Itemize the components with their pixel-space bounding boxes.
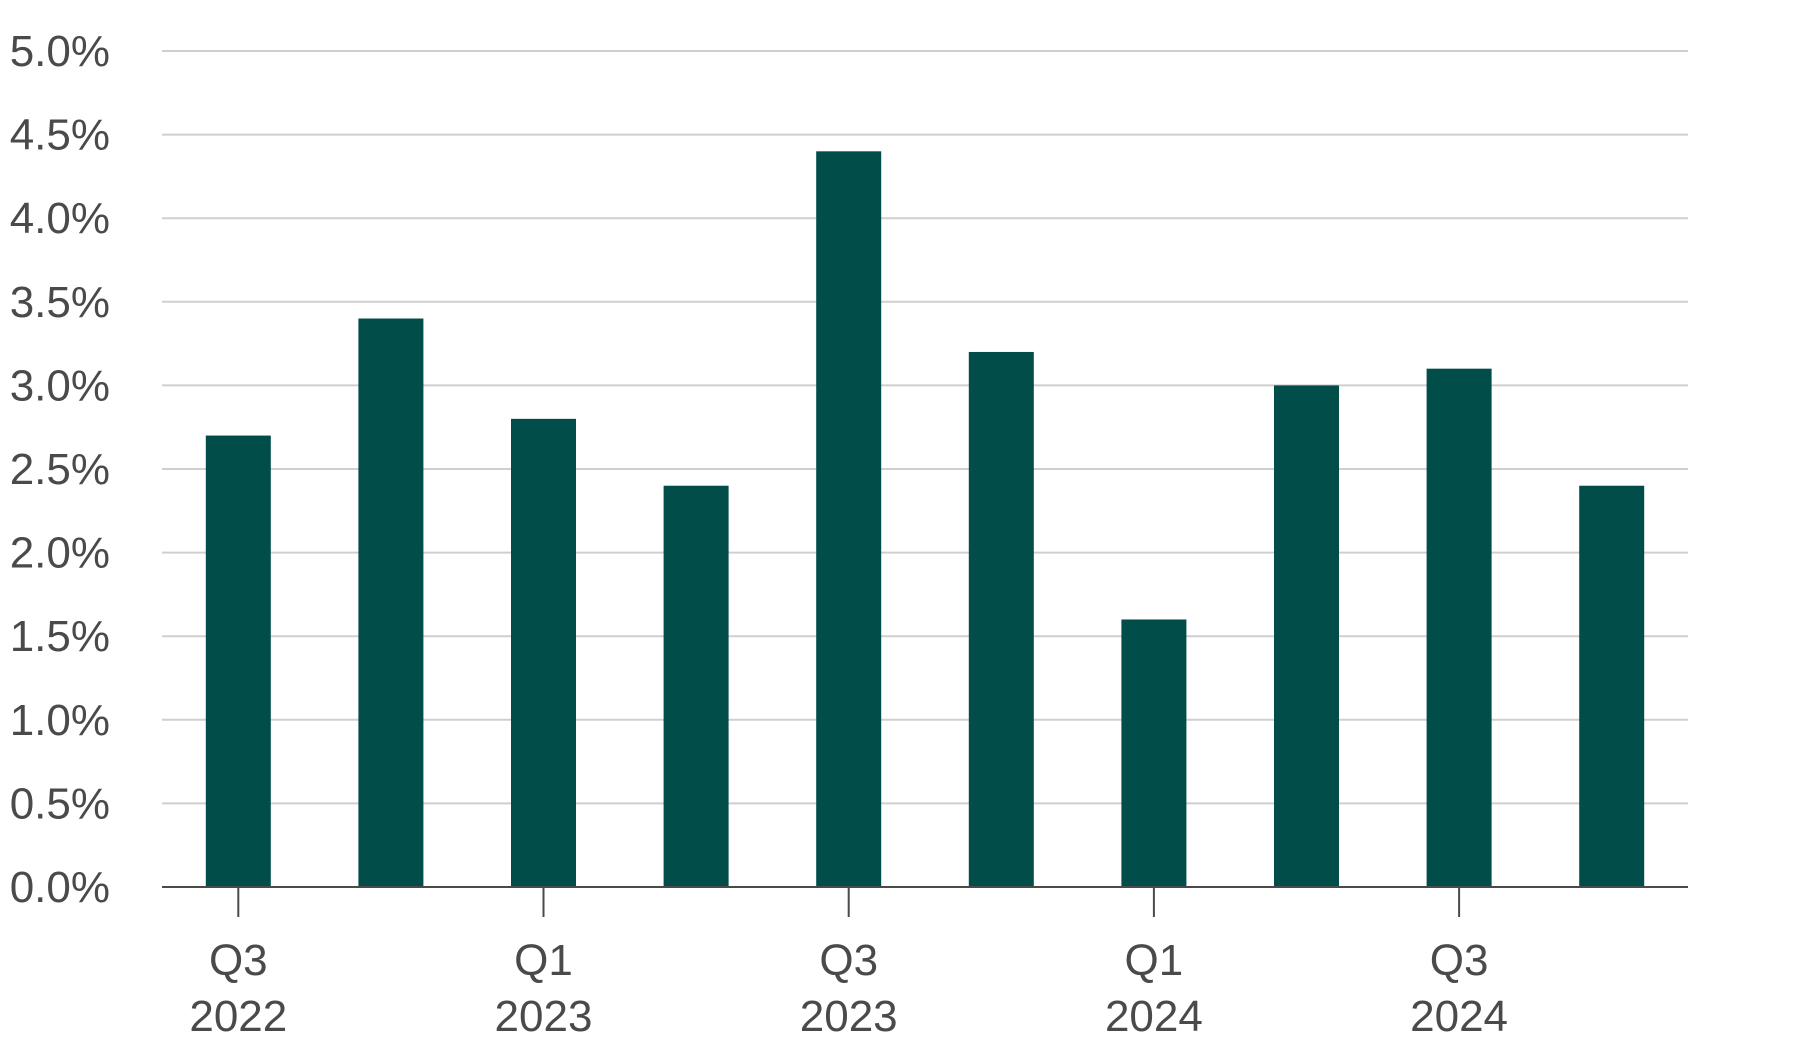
x-tick-label-quarter: Q3 — [209, 936, 268, 985]
x-tick-label-year: 2023 — [800, 992, 898, 1041]
y-tick-label: 4.0% — [10, 194, 110, 243]
x-tick-label-quarter: Q1 — [1125, 936, 1184, 985]
bars — [205, 151, 1645, 888]
bar — [968, 351, 1034, 888]
x-axis: Q3 2022 Q1 2023 Q3 2023 Q1 2024 Q3 2024 — [162, 886, 1688, 1041]
y-tick-label: 2.5% — [10, 445, 110, 494]
x-tick-label-year: 2022 — [189, 992, 287, 1041]
bar — [1274, 385, 1339, 887]
bar — [1426, 368, 1492, 887]
x-tick-label-quarter: Q1 — [514, 936, 573, 985]
bar — [663, 485, 729, 887]
x-tick-label-year: 2024 — [1410, 992, 1508, 1041]
bar — [511, 418, 576, 887]
y-tick-label: 1.0% — [10, 696, 110, 745]
y-tick-label: 0.5% — [10, 779, 110, 828]
y-tick-label: 2.0% — [10, 529, 110, 578]
y-tick-label: 4.5% — [10, 111, 110, 160]
y-tick-label: 0.0% — [10, 863, 110, 912]
y-tick-label: 3.0% — [10, 361, 110, 410]
x-tick-label-quarter: Q3 — [1430, 936, 1489, 985]
y-axis-tick-labels: 0.0% 0.5% 1.0% 1.5% 2.0% 2.5% 3.0% 3.5% 4.0% 4.5%… — [10, 27, 110, 912]
bar — [1121, 619, 1187, 887]
bar — [816, 151, 882, 887]
x-tick-label-year: 2024 — [1105, 992, 1203, 1041]
bar — [1579, 485, 1645, 887]
x-tick-label-year: 2023 — [495, 992, 593, 1041]
bar — [358, 318, 424, 887]
y-tick-label: 1.5% — [10, 612, 110, 661]
x-tick-label-quarter: Q3 — [819, 936, 878, 985]
bar — [205, 435, 271, 887]
y-tick-label: 5.0% — [10, 27, 110, 76]
y-tick-label: 3.5% — [10, 278, 110, 327]
